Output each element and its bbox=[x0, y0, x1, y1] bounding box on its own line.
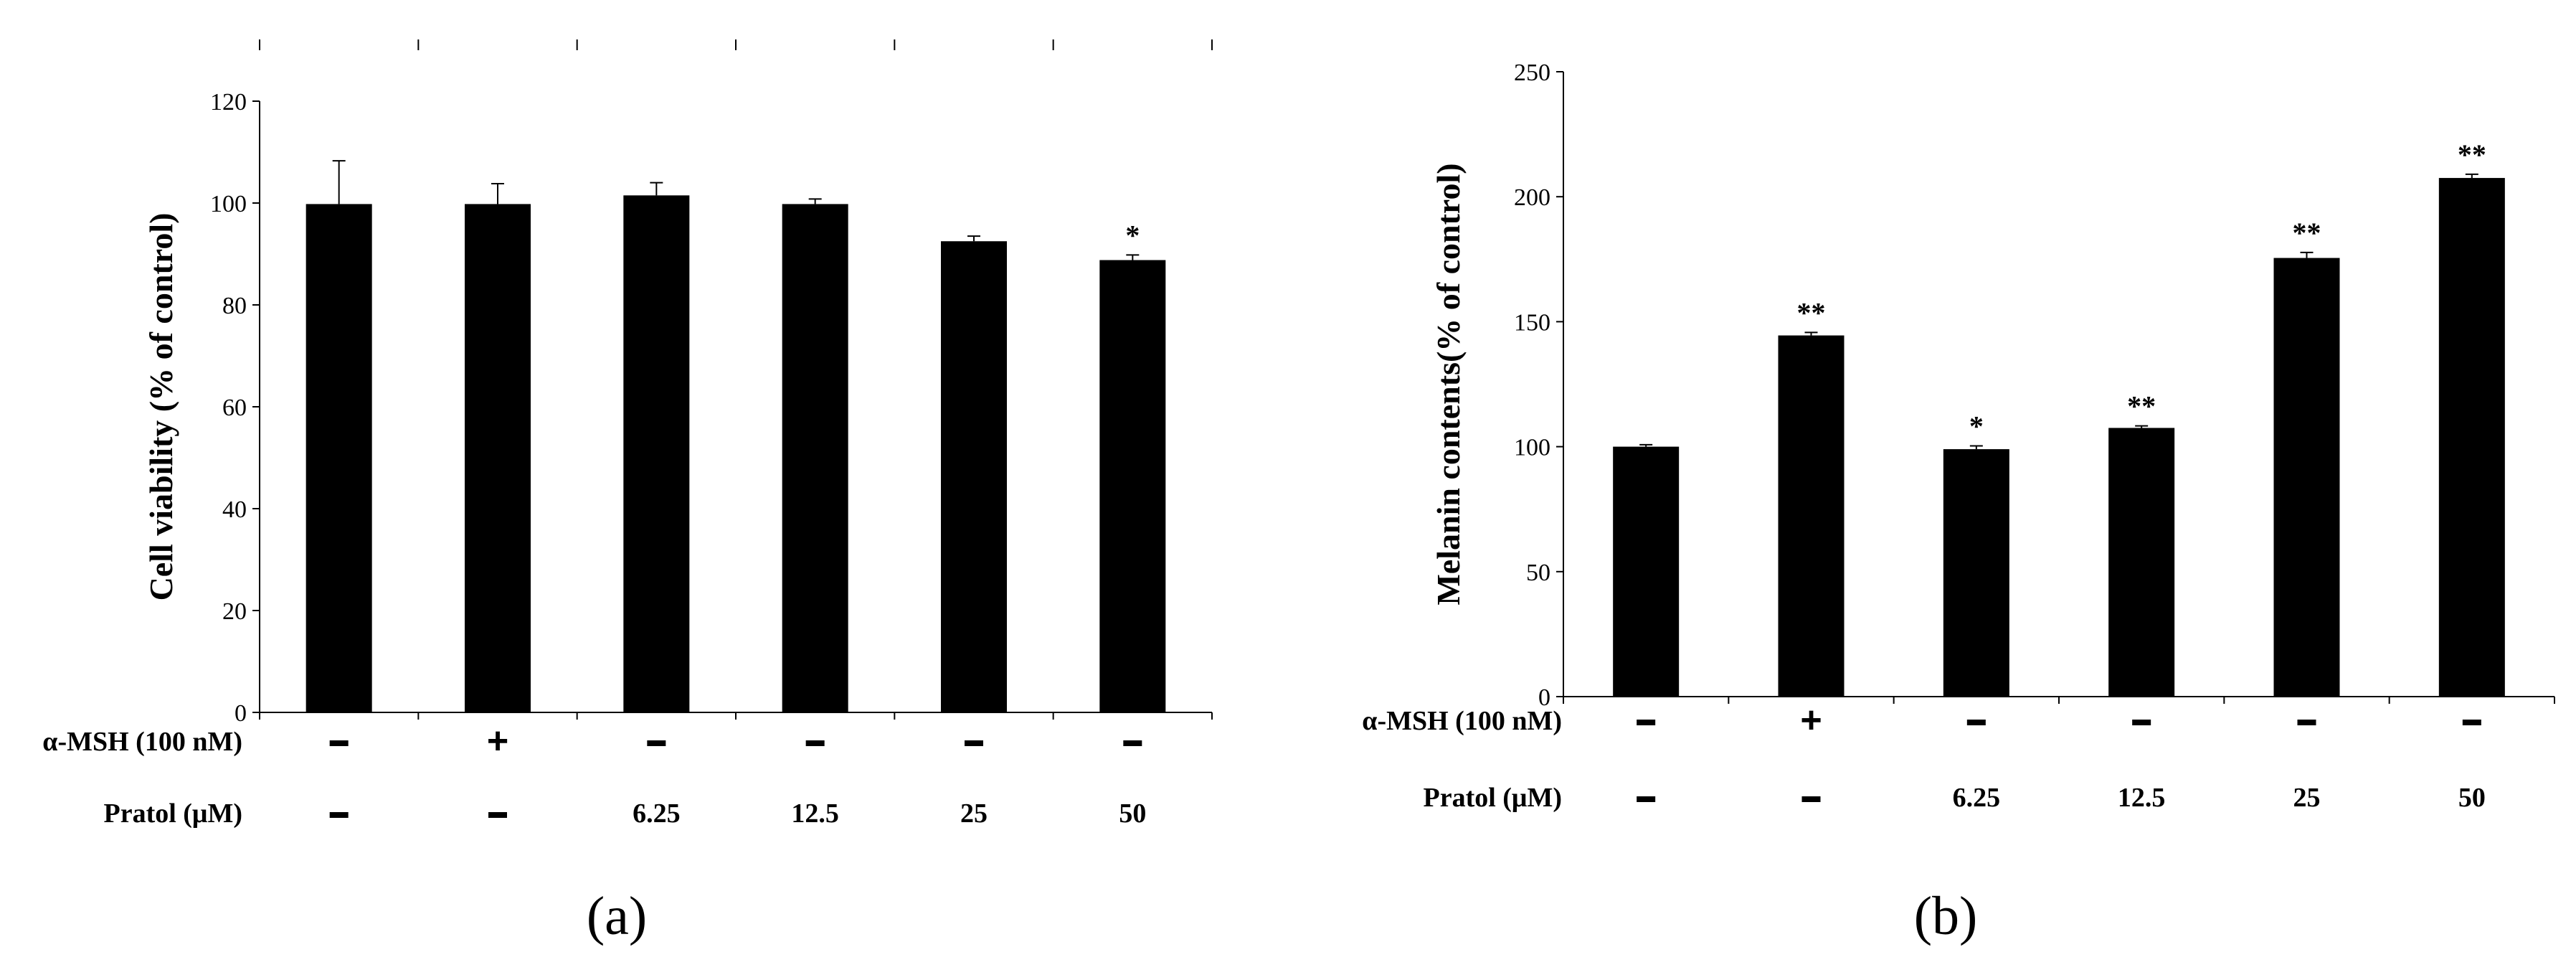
condition-value: 25 bbox=[960, 798, 988, 829]
bar bbox=[941, 241, 1007, 712]
minus-sign bbox=[1637, 720, 1656, 725]
minus-sign bbox=[647, 740, 666, 746]
y-tick-label: 250 bbox=[1514, 60, 1550, 86]
bar bbox=[2438, 178, 2505, 697]
bar bbox=[1943, 449, 2009, 697]
minus-sign bbox=[1801, 796, 1821, 802]
bar bbox=[623, 195, 690, 713]
minus-sign bbox=[965, 740, 983, 746]
condition-row-label: Pratol (μM) bbox=[1423, 783, 1562, 813]
y-tick-label: 60 bbox=[222, 395, 247, 421]
y-tick-label: 150 bbox=[1514, 309, 1550, 336]
condition-value: 6.25 bbox=[633, 798, 681, 829]
minus-sign bbox=[805, 740, 825, 746]
condition-row-label: α-MSH (100 nM) bbox=[42, 727, 242, 757]
condition-row-label: α-MSH (100 nM) bbox=[1362, 706, 1562, 736]
minus-sign bbox=[1966, 720, 1986, 725]
y-axis-label: Cell viability (% of control) bbox=[143, 213, 179, 601]
plus-sign: + bbox=[1800, 699, 1822, 741]
minus-sign bbox=[1637, 796, 1656, 802]
y-tick-label: 50 bbox=[1526, 560, 1550, 586]
y-tick-label: 40 bbox=[222, 496, 247, 523]
significance-marker: ** bbox=[2458, 138, 2486, 171]
bar bbox=[1778, 335, 1845, 697]
y-tick-label: 100 bbox=[1514, 435, 1550, 461]
bar bbox=[2273, 258, 2340, 697]
y-axis-label: Melanin contents(% of control) bbox=[1430, 163, 1467, 605]
condition-value: 25 bbox=[2293, 783, 2321, 813]
condition-value: 50 bbox=[2458, 783, 2486, 813]
plus-sign: + bbox=[487, 720, 508, 762]
chart-panel-a bbox=[252, 39, 1213, 818]
significance-marker: * bbox=[1969, 410, 1984, 443]
significance-marker: * bbox=[1125, 219, 1140, 251]
minus-sign bbox=[2462, 720, 2481, 725]
bar bbox=[306, 204, 372, 712]
chart-panel-b bbox=[1556, 71, 2555, 802]
bar bbox=[782, 204, 848, 712]
y-tick-label: 120 bbox=[210, 89, 247, 116]
minus-sign bbox=[329, 740, 349, 746]
y-tick-label: 80 bbox=[222, 293, 247, 319]
y-tick-label: 100 bbox=[210, 191, 247, 217]
minus-sign bbox=[1123, 740, 1142, 746]
minus-sign bbox=[2297, 720, 2316, 725]
bar bbox=[465, 204, 531, 712]
condition-value: 12.5 bbox=[2118, 783, 2166, 813]
y-tick-label: 20 bbox=[222, 598, 247, 625]
minus-sign bbox=[2132, 720, 2151, 725]
significance-marker: ** bbox=[1797, 296, 1826, 329]
condition-value: 6.25 bbox=[1953, 783, 2001, 813]
bar bbox=[2108, 428, 2175, 697]
bar bbox=[1613, 446, 1680, 697]
y-tick-label: 0 bbox=[235, 700, 247, 727]
minus-sign bbox=[329, 812, 349, 818]
y-tick-label: 200 bbox=[1514, 184, 1550, 211]
significance-marker: ** bbox=[2293, 217, 2321, 249]
panel-label: (b) bbox=[1914, 886, 1978, 946]
y-tick-label: 0 bbox=[1538, 684, 1550, 711]
condition-value: 12.5 bbox=[791, 798, 839, 829]
minus-sign bbox=[488, 812, 507, 818]
panel-label: (a) bbox=[587, 886, 647, 946]
condition-row-label: Pratol (μM) bbox=[103, 798, 242, 829]
condition-value: 50 bbox=[1119, 798, 1146, 829]
bar bbox=[1099, 260, 1166, 712]
significance-marker: ** bbox=[2127, 390, 2156, 423]
